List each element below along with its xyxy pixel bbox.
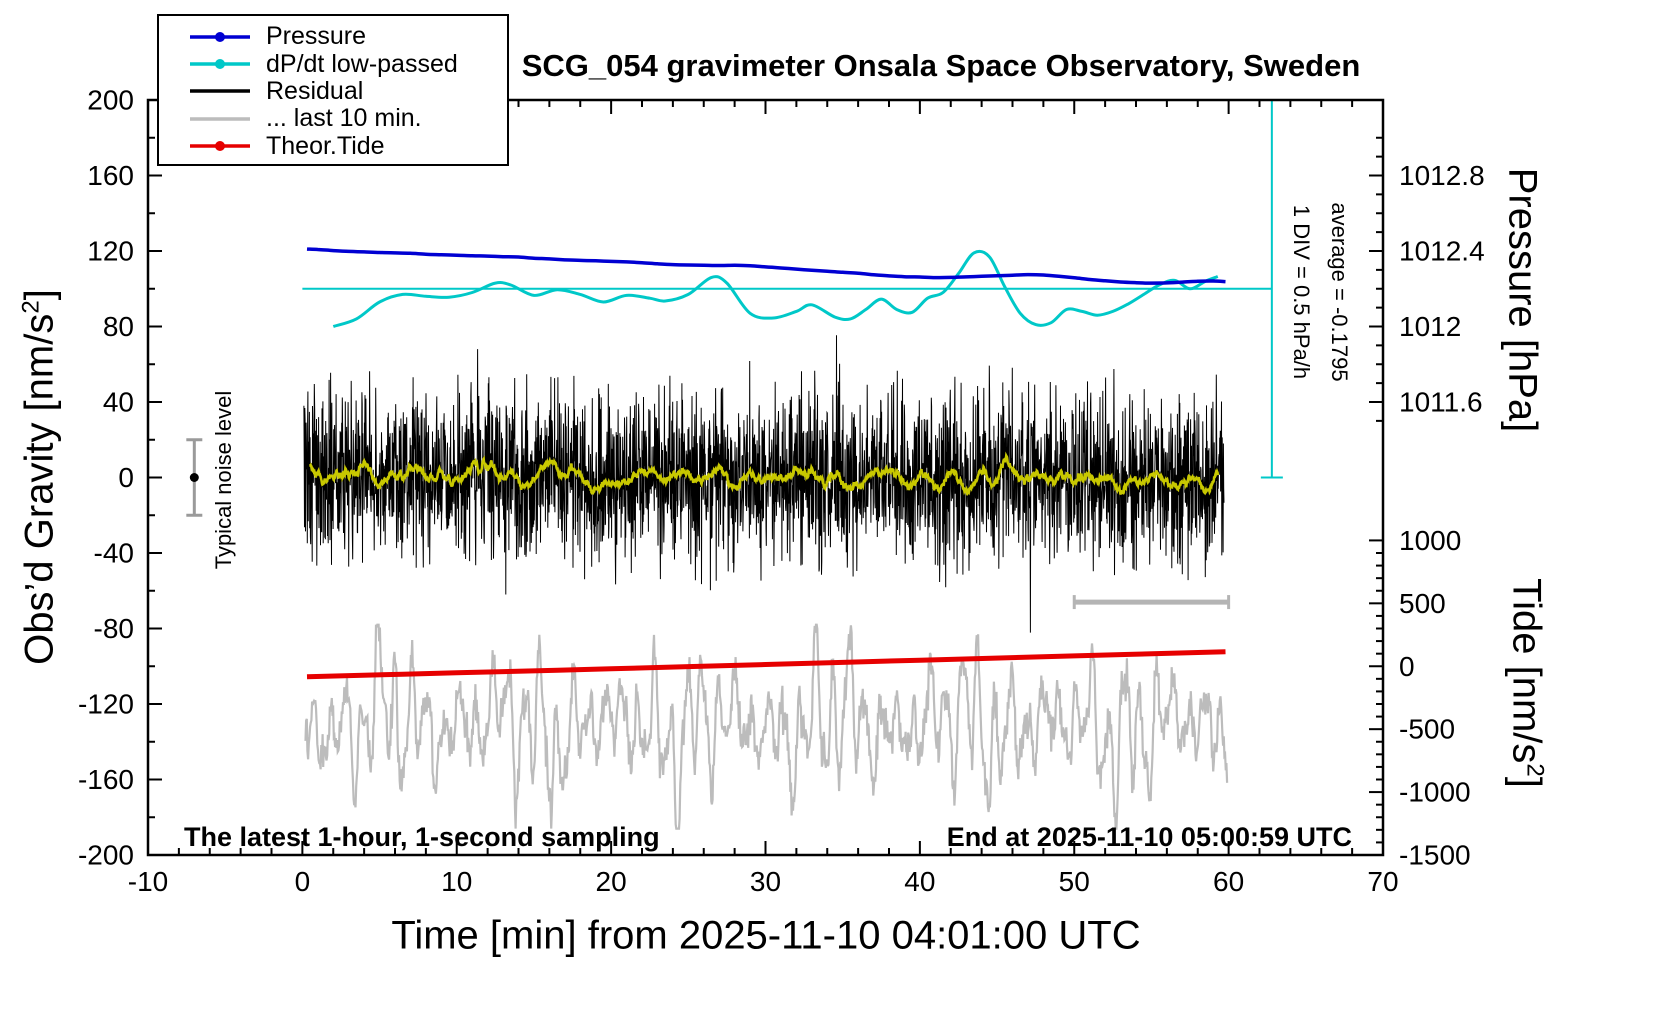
svg-text:-160: -160 <box>78 764 134 795</box>
svg-text:-40: -40 <box>94 538 134 569</box>
legend-label: dP/dt low-passed <box>266 49 458 78</box>
chart-title: SCG_054 gravimeter Onsala Space Observat… <box>521 48 1361 83</box>
legend: Pressure dP/dt low-passed Residual ... l… <box>157 14 509 166</box>
superscript: 2 <box>1521 763 1549 777</box>
legend-swatch-pressure-icon <box>190 31 250 42</box>
svg-text:0: 0 <box>118 462 134 493</box>
svg-text:0: 0 <box>1399 651 1415 682</box>
y-axis-title-gravity-text: Obs’d Gravity [nm/s <box>17 313 62 665</box>
noise-level-annotation: Typical noise level <box>211 390 236 570</box>
svg-text:80: 80 <box>103 311 134 342</box>
svg-text:-10: -10 <box>128 866 168 897</box>
y-axis-title-tide-close: ] <box>1504 776 1549 788</box>
svg-text:0: 0 <box>295 866 311 897</box>
y-axis-title-gravity: Obs’d Gravity [nm/s2] <box>17 289 62 665</box>
y-axis-title-tide-text: Tide [nm/s <box>1504 578 1549 764</box>
svg-text:-500: -500 <box>1399 714 1455 745</box>
end-time-annotation: End at 2025-11-10 05:00:59 UTC <box>946 822 1352 852</box>
legend-swatch-residual-icon <box>190 89 250 94</box>
svg-text:40: 40 <box>904 866 935 897</box>
div-scale-annotation: 1 DIV = 0.5 hPa/h <box>1289 204 1314 380</box>
y-axis-title-gravity-close: ] <box>17 289 62 301</box>
svg-text:1012.4: 1012.4 <box>1399 236 1485 267</box>
legend-swatch-last10-icon <box>190 117 250 121</box>
svg-text:50: 50 <box>1059 866 1090 897</box>
legend-label: Theor.Tide <box>266 131 385 160</box>
svg-text:160: 160 <box>87 160 134 191</box>
svg-text:70: 70 <box>1367 866 1398 897</box>
svg-text:-200: -200 <box>78 840 134 871</box>
x-axis-title: Time [min] from 2025-11-10 04:01:00 UTC <box>391 913 1141 958</box>
svg-text:1000: 1000 <box>1399 525 1461 556</box>
legend-item-last10: ... last 10 min. <box>187 104 507 133</box>
y-axis-title-pressure: Pressure [hPa] <box>1500 167 1545 433</box>
svg-text:1012.8: 1012.8 <box>1399 160 1485 191</box>
svg-text:60: 60 <box>1213 866 1244 897</box>
legend-label: ... last 10 min. <box>266 104 422 133</box>
legend-swatch-dpdt-icon <box>190 59 250 70</box>
svg-text:500: 500 <box>1399 588 1446 619</box>
legend-item-pressure: Pressure <box>187 22 507 51</box>
legend-item-dpdt: dP/dt low-passed <box>187 49 507 78</box>
legend-item-tide: Theor.Tide <box>187 131 507 160</box>
svg-text:1012: 1012 <box>1399 311 1461 342</box>
svg-text:-120: -120 <box>78 689 134 720</box>
svg-text:200: 200 <box>87 85 134 116</box>
legend-item-residual: Residual <box>187 76 507 105</box>
superscript: 2 <box>17 300 45 314</box>
svg-text:40: 40 <box>103 387 134 418</box>
svg-text:-80: -80 <box>94 613 134 644</box>
svg-text:1011.6: 1011.6 <box>1399 387 1483 418</box>
svg-text:120: 120 <box>87 236 134 267</box>
y-axis-title-tide: Tide [nm/s2] <box>1503 578 1548 788</box>
svg-text:-1500: -1500 <box>1399 840 1471 871</box>
svg-text:10: 10 <box>441 866 472 897</box>
legend-label: Pressure <box>266 22 367 51</box>
svg-text:-1000: -1000 <box>1399 777 1471 808</box>
legend-swatch-tide-icon <box>190 141 250 152</box>
svg-text:20: 20 <box>596 866 627 897</box>
sampling-annotation: The latest 1-hour, 1-second sampling <box>184 822 660 852</box>
svg-text:30: 30 <box>750 866 781 897</box>
legend-label: Residual <box>266 76 364 105</box>
average-annotation: average = -0.1795 <box>1327 202 1352 382</box>
